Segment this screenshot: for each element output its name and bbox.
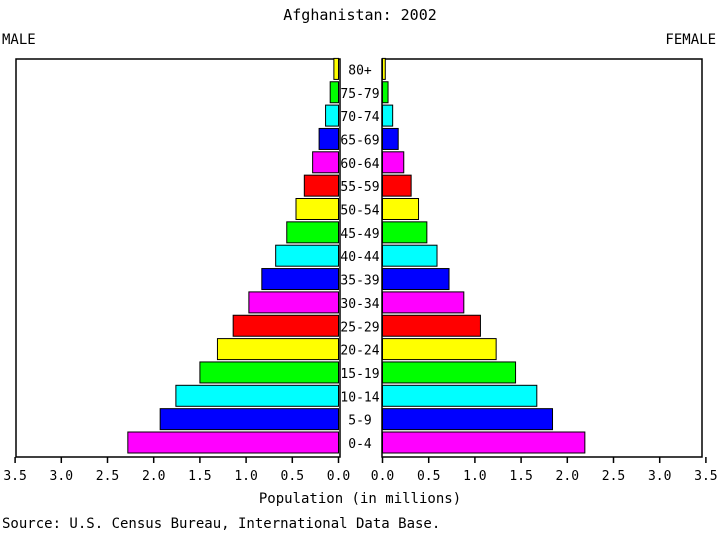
age-label-75-79: 75-79 — [340, 87, 379, 102]
female-bar-70-74 — [382, 104, 394, 127]
male-bar-50-54 — [295, 198, 340, 220]
female-bar-40-44 — [382, 244, 438, 267]
male-bar-25-29 — [232, 314, 339, 337]
age-label-25-29: 25-29 — [340, 320, 379, 335]
male-bar-15-19 — [199, 361, 339, 384]
x-tick-label-right-3.5: 3.5 — [694, 469, 717, 484]
bars-group — [127, 57, 586, 454]
male-bar-70-74 — [325, 104, 339, 127]
age-label-15-19: 15-19 — [340, 367, 379, 382]
male-label: MALE — [2, 32, 36, 48]
female-bar-75-79 — [382, 81, 389, 104]
male-bar-10-14 — [175, 384, 339, 407]
male-bar-35-39 — [261, 268, 340, 291]
female-bar-80+ — [382, 57, 386, 80]
source-note: Source: U.S. Census Bureau, Internationa… — [2, 516, 441, 532]
female-bar-5-9 — [382, 408, 554, 431]
age-label-70-74: 70-74 — [340, 110, 379, 125]
female-bar-45-49 — [382, 221, 428, 244]
x-tick-label-left-3.0: 3.0 — [50, 469, 73, 484]
age-label-10-14: 10-14 — [340, 390, 379, 405]
male-bar-65-69 — [318, 127, 340, 150]
female-bar-15-19 — [382, 361, 517, 384]
female-bar-0-4 — [382, 431, 586, 454]
age-label-60-64: 60-64 — [340, 157, 379, 172]
male-bar-20-24 — [216, 338, 339, 361]
female-bar-60-64 — [382, 151, 405, 174]
age-label-0-4: 0-4 — [348, 437, 372, 452]
female-bar-10-14 — [382, 384, 538, 407]
x-tick-label-left-3.5: 3.5 — [3, 469, 26, 484]
age-label-45-49: 45-49 — [340, 227, 379, 242]
x-tick-label-right-2.0: 2.0 — [556, 469, 579, 484]
male-bar-40-44 — [275, 244, 339, 267]
x-tick-label-right-2.5: 2.5 — [602, 469, 625, 484]
female-bar-65-69 — [382, 127, 399, 150]
age-label-80+: 80+ — [348, 63, 372, 78]
x-tick-label-right-3.0: 3.0 — [648, 469, 671, 484]
left-plot-frame — [15, 58, 341, 458]
female-label: FEMALE — [665, 32, 716, 48]
female-bar-25-29 — [382, 314, 481, 337]
x-tick-label-right-0.0: 0.0 — [371, 469, 394, 484]
female-bar-20-24 — [382, 338, 497, 361]
male-bar-75-79 — [329, 81, 339, 104]
female-bar-50-54 — [382, 198, 420, 220]
age-label-35-39: 35-39 — [340, 274, 379, 289]
male-bar-45-49 — [286, 221, 340, 244]
age-label-65-69: 65-69 — [340, 133, 379, 148]
x-tick-label-left-0.5: 0.5 — [281, 469, 304, 484]
male-bar-5-9 — [159, 408, 339, 431]
x-axis-label: Population (in millions) — [258, 491, 462, 507]
female-bar-55-59 — [382, 174, 412, 197]
age-label-5-9: 5-9 — [348, 414, 371, 429]
male-bar-55-59 — [303, 174, 340, 197]
x-tick-label-left-1.0: 1.0 — [234, 469, 257, 484]
age-label-40-44: 40-44 — [340, 250, 379, 265]
age-label-50-54: 50-54 — [340, 204, 379, 219]
x-tick-label-left-0.0: 0.0 — [327, 469, 350, 484]
female-bar-35-39 — [382, 268, 450, 291]
x-tick-label-left-2.5: 2.5 — [96, 469, 119, 484]
x-ticks-group: 0.0 0.0 0.5 0.5 1.0 1.0 1.5 1.5 2.0 2.0 2.5 2.5 3.0 3… — [3, 457, 718, 484]
x-tick-label-right-1.0: 1.0 — [463, 469, 486, 484]
male-bar-60-64 — [312, 151, 339, 174]
age-label-30-34: 30-34 — [340, 297, 379, 312]
chart-title: Afghanistan: 2002 — [283, 6, 437, 24]
age-label-55-59: 55-59 — [340, 180, 379, 195]
age-labels-group: 0-4 5-9 10-14 15-19 20-24 25-29 30-34 35-39 40-4… — [340, 63, 379, 452]
x-tick-label-left-2.0: 2.0 — [142, 469, 165, 484]
x-tick-label-left-1.5: 1.5 — [188, 469, 211, 484]
age-label-20-24: 20-24 — [340, 344, 379, 359]
x-tick-label-right-1.5: 1.5 — [509, 469, 532, 484]
x-tick-label-right-0.5: 0.5 — [417, 469, 440, 484]
male-bar-80+ — [333, 57, 340, 80]
male-bar-0-4 — [127, 431, 339, 454]
male-bar-30-34 — [248, 291, 339, 314]
female-bar-30-34 — [382, 291, 465, 314]
